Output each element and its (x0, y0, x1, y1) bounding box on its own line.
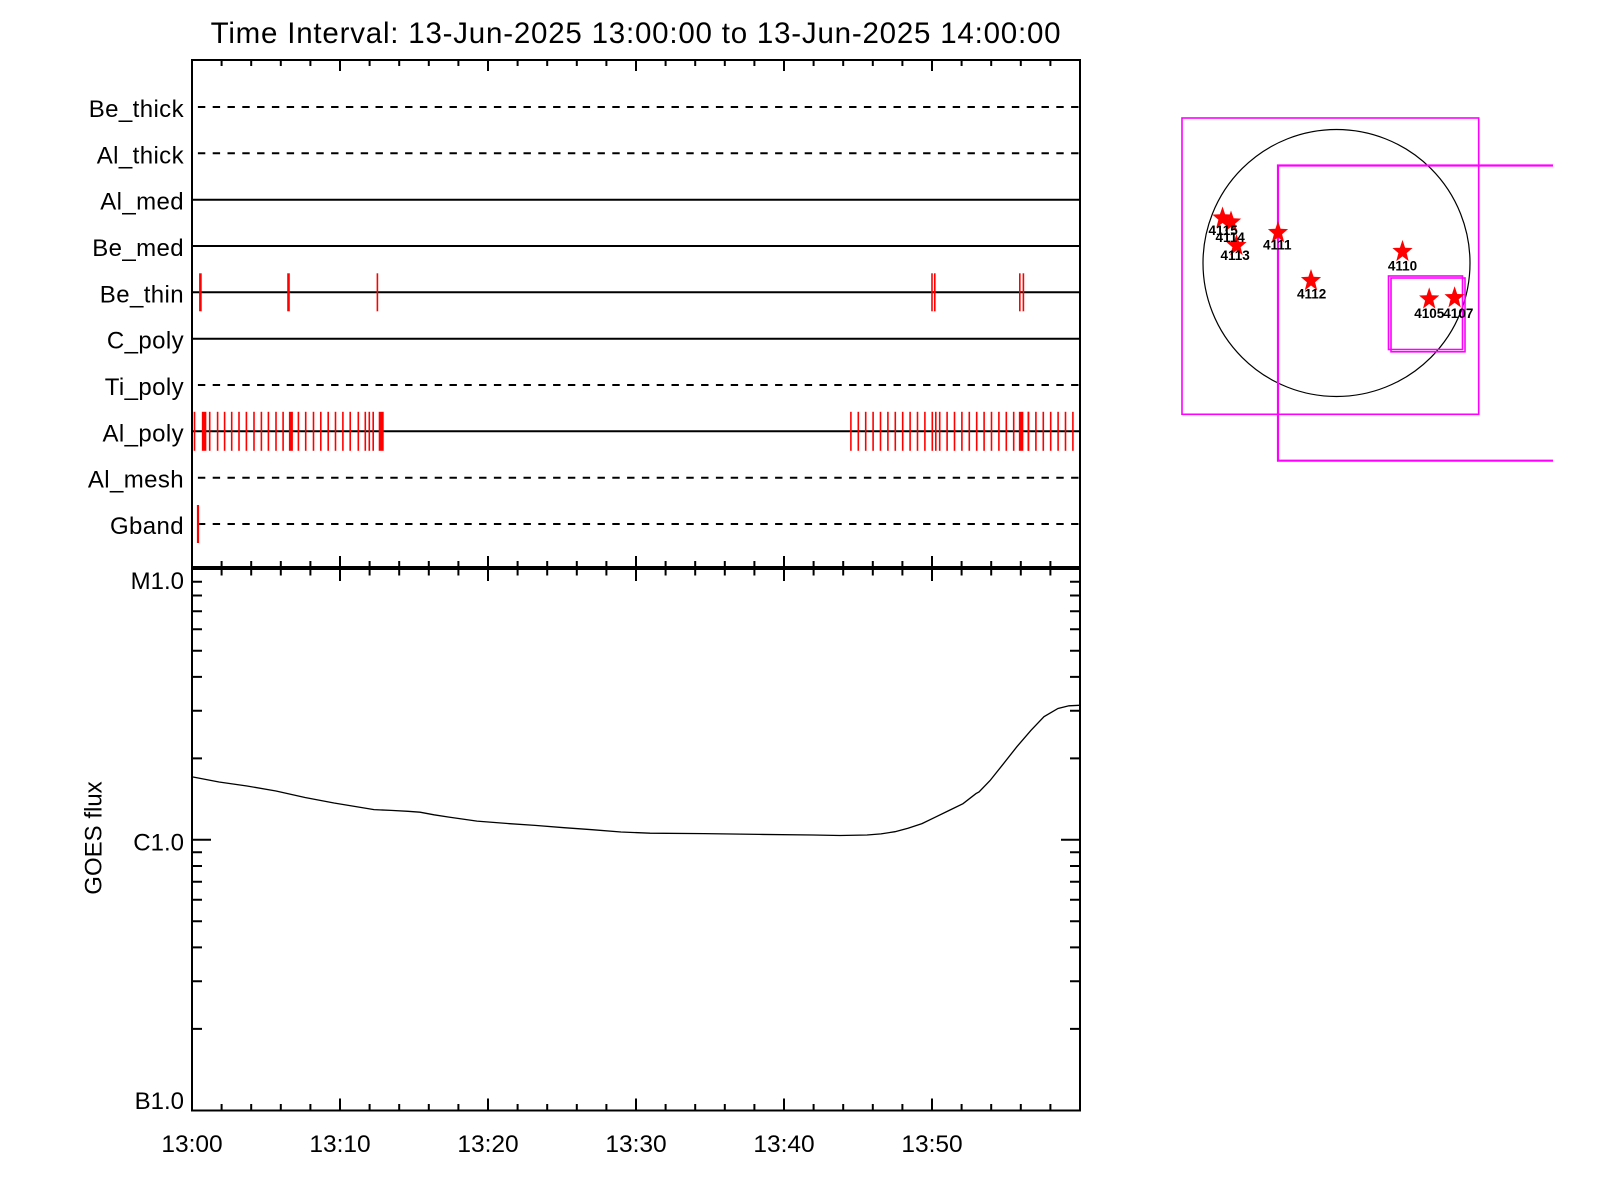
svg-text:13:50: 13:50 (901, 1131, 962, 1158)
svg-text:13:20: 13:20 (457, 1131, 518, 1158)
svg-text:4115: 4115 (1209, 223, 1239, 238)
svg-text:13:40: 13:40 (753, 1131, 814, 1158)
svg-text:Al_thick: Al_thick (97, 142, 185, 169)
svg-text:Be_thin: Be_thin (100, 281, 184, 308)
svg-text:Be_thick: Be_thick (89, 96, 185, 123)
svg-text:13:00: 13:00 (161, 1131, 222, 1158)
svg-text:B1.0: B1.0 (135, 1088, 184, 1115)
svg-text:M1.0: M1.0 (131, 568, 184, 595)
svg-text:Ti_poly: Ti_poly (105, 374, 184, 401)
svg-text:Al_poly: Al_poly (102, 420, 184, 447)
svg-text:Al_mesh: Al_mesh (88, 467, 184, 494)
svg-text:C_poly: C_poly (107, 328, 184, 355)
svg-text:4111: 4111 (1263, 238, 1292, 253)
svg-text:4112: 4112 (1297, 287, 1326, 302)
svg-text:4105: 4105 (1414, 306, 1445, 321)
svg-text:Time Interval: 13-Jun-2025 13:: Time Interval: 13-Jun-2025 13:00:00 to 1… (211, 17, 1062, 50)
svg-text:Al_med: Al_med (100, 189, 184, 216)
svg-text:4107: 4107 (1443, 306, 1473, 321)
svg-text:4114: 4114 (1216, 230, 1246, 245)
svg-text:4113: 4113 (1221, 248, 1251, 263)
svg-text:4110: 4110 (1388, 258, 1417, 273)
svg-text:Be_med: Be_med (92, 235, 184, 262)
svg-text:Gband: Gband (110, 513, 184, 540)
svg-text:GOES flux: GOES flux (81, 781, 108, 894)
svg-text:13:10: 13:10 (309, 1131, 370, 1158)
svg-text:C1.0: C1.0 (133, 830, 184, 857)
svg-text:13:30: 13:30 (605, 1131, 666, 1158)
